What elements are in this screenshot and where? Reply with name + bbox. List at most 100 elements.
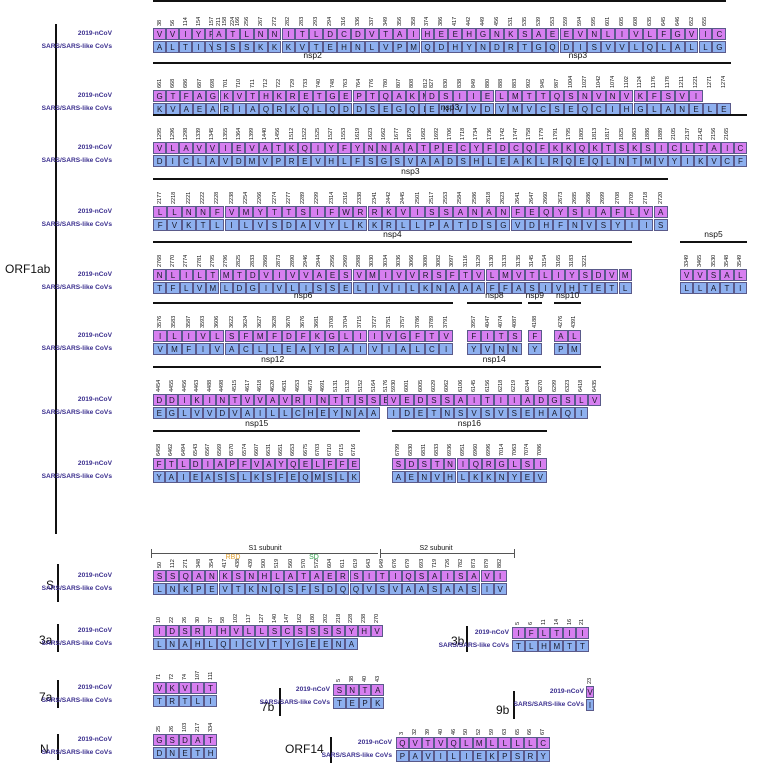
residue-cell-sars: M — [567, 343, 582, 355]
residue-cell-ncov: K — [549, 142, 563, 154]
residue-cell-sars: A — [547, 407, 562, 419]
position-label: 6145 — [471, 379, 478, 392]
position-label: 2890 — [289, 254, 296, 267]
position-label: 6062 — [444, 379, 451, 392]
residue-cell-ncov: D — [413, 394, 428, 406]
position-label: 3 — [399, 731, 406, 735]
residue-cell-ncov: D — [189, 458, 202, 470]
position-label: 66 — [527, 728, 534, 735]
gene-bar-s — [57, 564, 59, 602]
residue-cell-ncov: V — [480, 570, 494, 582]
segment-label-nsp8: nsp8 — [485, 290, 504, 300]
position-label: 6951 — [459, 443, 466, 456]
residue-cell-ncov: F — [467, 330, 481, 342]
residue-cell-sars: H — [537, 640, 551, 652]
residue-cell-ncov: Q — [469, 458, 483, 470]
residue-cell-sars: P — [392, 41, 407, 53]
position-label: 3145 — [529, 254, 536, 267]
position-label: 4691 — [320, 379, 327, 392]
position-label: 1512 — [288, 127, 295, 140]
residue-cell-sars: N — [432, 282, 446, 294]
residue-cell-ncov: I — [272, 269, 286, 281]
residue-cell-sars: L — [153, 638, 166, 650]
position-label: 6106 — [457, 379, 464, 392]
residue-cell-sars: D — [153, 155, 167, 167]
position-label: 65 — [514, 728, 521, 735]
residue-cell-sars: R — [503, 41, 518, 53]
residue-cell-ncov: E — [434, 28, 449, 40]
residue-cell-ncov: T — [536, 90, 551, 102]
residue-cell-ncov: S — [564, 90, 578, 102]
residue-cell-sars: I — [177, 471, 190, 483]
residue-cell-ncov: V — [352, 269, 366, 281]
residue-cell-sars: F — [166, 282, 180, 294]
residue-cell-sars: E — [189, 471, 202, 483]
residue-cell-sars: D — [434, 41, 449, 53]
position-label: 812 — [422, 78, 429, 88]
residue-cell-ncov: T — [281, 206, 296, 218]
residue-cell-sars: R — [524, 750, 537, 762]
residue-cell-ncov: V — [588, 394, 602, 406]
residue-cell-ncov: I — [467, 394, 481, 406]
position-label: 4488 — [206, 379, 213, 392]
position-label: 2699 — [600, 191, 607, 204]
residue-cell-sars: V — [311, 155, 325, 167]
position-label: 6830 — [408, 443, 415, 456]
position-label: 3715 — [357, 315, 364, 328]
position-label: 38 — [156, 19, 163, 26]
residue-cell-ncov: E — [232, 142, 246, 154]
residue-cell-sars: E — [575, 155, 589, 167]
segment-line-nsp5 — [680, 241, 747, 243]
residue-cell-ncov: I — [310, 206, 325, 218]
position-label: 52 — [476, 728, 483, 735]
position-label: 38 — [349, 675, 356, 682]
position-label: 6567 — [204, 443, 211, 456]
residue-cell-sars: T — [191, 747, 205, 759]
residue-cell-sars: A — [512, 282, 526, 294]
position-label: 1623 — [367, 127, 374, 140]
residue-cell-ncov: T — [522, 90, 537, 102]
residue-cell-ncov: S — [319, 625, 333, 637]
residue-cell-sars: K — [371, 697, 385, 709]
residue-cell-ncov: S — [432, 269, 446, 281]
segment-label-nsp3: nsp3 — [440, 102, 460, 112]
residue-cell-ncov: V — [392, 269, 406, 281]
residue-cell-sars: N — [165, 638, 179, 650]
residue-cell-ncov: F — [445, 269, 459, 281]
residue-cell-ncov: L — [485, 269, 499, 281]
position-label: 3791 — [443, 315, 450, 328]
position-label: 3681 — [314, 315, 321, 328]
residue-cell-ncov: M — [238, 206, 254, 218]
position-label: 6703 — [314, 443, 321, 456]
residue-cell-ncov: Q — [447, 737, 460, 749]
residue-cell-sars: E — [413, 407, 428, 419]
residue-cell-sars: L — [178, 407, 191, 419]
residue-cell-ncov: S — [517, 28, 532, 40]
residue-cell-sars: L — [166, 41, 179, 53]
residue-cell-ncov: I — [362, 570, 376, 582]
residue-cell-ncov: S — [706, 269, 721, 281]
residue-cell-sars: T — [628, 155, 642, 167]
position-label: 4617 — [244, 379, 251, 392]
residue-cell-sars: L — [191, 695, 205, 707]
residue-cell-ncov: C — [456, 142, 470, 154]
gene-bar-n — [57, 734, 59, 760]
residue-cell-ncov: F — [528, 330, 542, 342]
residue-cell-ncov: D — [425, 90, 439, 102]
segment-label-nsp10: nsp10 — [556, 290, 580, 300]
residue-cell-sars: M — [206, 282, 220, 294]
residue-cell-ncov: Y — [192, 28, 205, 40]
residue-cell-ncov: S — [268, 625, 281, 637]
residue-cell-ncov: D — [165, 394, 179, 406]
residue-cell-ncov: S — [661, 90, 676, 102]
segment-line-nsp2 — [212, 0, 727, 2]
residue-cell-sars: L — [286, 282, 300, 294]
residue-cell-ncov: E — [348, 458, 361, 470]
position-label: 4456 — [181, 379, 188, 392]
residue-cell-sars: V — [615, 41, 629, 53]
residue-cell-ncov: T — [329, 394, 342, 406]
residue-cell-sars: I — [586, 699, 594, 711]
residue-cell-ncov: N — [267, 28, 282, 40]
residue-cell-sars: A — [224, 343, 239, 355]
